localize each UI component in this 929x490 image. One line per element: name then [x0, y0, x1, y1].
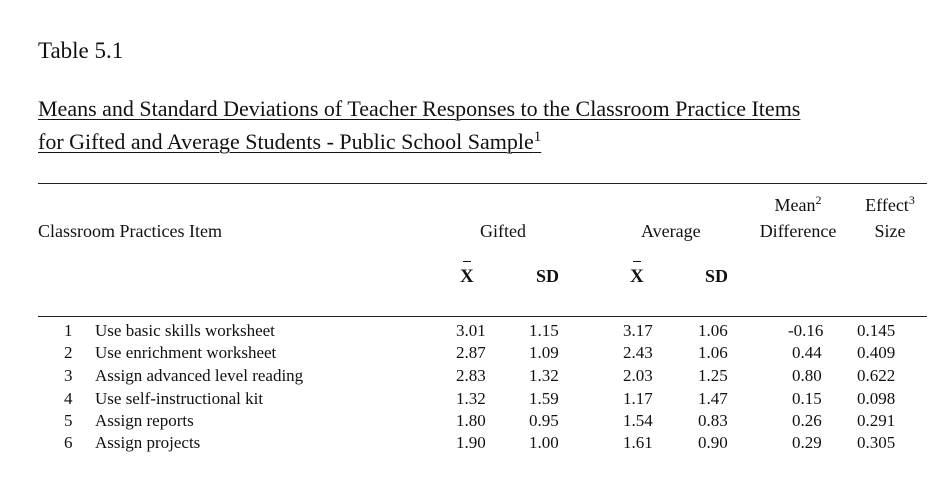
row-gifted-sd: 1.09 — [529, 343, 559, 362]
row-mean-difference: 0.29 — [792, 433, 822, 452]
header-mean-diff-footnote: 2 — [815, 193, 822, 207]
row-number: 1 — [64, 321, 73, 340]
row-effect-size: 0.305 — [857, 433, 896, 452]
row-mean-difference: 0.15 — [792, 389, 822, 408]
row-gifted-mean: 2.87 — [456, 343, 486, 362]
row-average-mean: 2.03 — [623, 366, 653, 385]
row-average-sd: 0.83 — [698, 411, 728, 430]
header-average: Average — [641, 221, 701, 241]
table-label: Table 5.1 — [38, 38, 124, 63]
row-gifted-sd: 1.00 — [529, 433, 559, 452]
row-item: Assign projects — [95, 433, 201, 452]
row-gifted-mean: 3.01 — [456, 321, 486, 340]
x-bar-symbol: X — [630, 261, 644, 287]
row-number: 6 — [64, 433, 73, 452]
table-title-line-1: Means and Standard Deviations of Teacher… — [38, 96, 801, 121]
row-average-mean: 1.54 — [623, 411, 653, 430]
header-gifted: Gifted — [480, 221, 526, 241]
row-number: 5 — [64, 411, 73, 430]
header-average-sd: SD — [705, 266, 729, 286]
row-effect-size: 0.291 — [857, 411, 896, 430]
row-gifted-sd: 1.15 — [529, 321, 559, 340]
row-effect-size: 0.145 — [857, 321, 896, 340]
row-mean-difference: 0.44 — [792, 343, 822, 362]
row-item: Use self-instructional kit — [95, 389, 264, 408]
row-effect-size: 0.098 — [857, 389, 896, 408]
row-gifted-sd: 0.95 — [529, 411, 559, 430]
row-mean-difference: -0.16 — [788, 321, 824, 340]
row-average-sd: 1.25 — [698, 366, 728, 385]
row-item: Assign advanced level reading — [95, 366, 304, 385]
header-gifted-mean: X — [460, 261, 474, 288]
row-gifted-sd: 1.32 — [529, 366, 559, 385]
table-title-line-2-text: for Gifted and Average Students - Public… — [38, 129, 534, 154]
row-number: 3 — [64, 366, 73, 385]
row-gifted-mean: 1.80 — [456, 411, 486, 430]
header-gifted-sd: SD — [536, 266, 560, 286]
row-effect-size: 0.622 — [857, 366, 896, 385]
x-bar-symbol: X — [460, 261, 474, 287]
table-top-rule — [38, 183, 927, 184]
row-gifted-mean: 2.83 — [456, 366, 486, 385]
table-title-footnote: 1 — [533, 129, 542, 145]
header-effect-word: Effect — [865, 195, 909, 215]
table-header-rule — [38, 316, 927, 317]
header-effect-line-1: Effect3 — [852, 193, 928, 216]
row-average-sd: 1.06 — [698, 343, 728, 362]
row-average-mean: 3.17 — [623, 321, 653, 340]
row-average-sd: 1.06 — [698, 321, 728, 340]
header-effect-line-2: Size — [874, 221, 906, 241]
header-mean-diff-line-2: Difference — [759, 221, 837, 241]
row-gifted-mean: 1.32 — [456, 389, 486, 408]
row-average-mean: 1.61 — [623, 433, 653, 452]
row-average-mean: 2.43 — [623, 343, 653, 362]
row-effect-size: 0.409 — [857, 343, 896, 362]
row-mean-difference: 0.26 — [792, 411, 822, 430]
header-item: Classroom Practices Item — [38, 221, 222, 241]
header-mean-diff-line-1: Mean2 — [750, 193, 846, 216]
row-item: Use basic skills worksheet — [95, 321, 275, 340]
row-item: Assign reports — [95, 411, 194, 430]
row-average-sd: 0.90 — [698, 433, 728, 452]
row-gifted-sd: 1.59 — [529, 389, 559, 408]
row-number: 4 — [64, 389, 73, 408]
row-number: 2 — [64, 343, 73, 362]
row-gifted-mean: 1.90 — [456, 433, 486, 452]
header-average-mean: X — [630, 261, 644, 288]
row-average-sd: 1.47 — [698, 389, 728, 408]
row-item: Use enrichment worksheet — [95, 343, 277, 362]
table-title-line-2: for Gifted and Average Students - Public… — [38, 129, 541, 155]
row-mean-difference: 0.80 — [792, 366, 822, 385]
row-average-mean: 1.17 — [623, 389, 653, 408]
truncated-row-fragment: ▔ ▔▔▔ ▔▔▔ ▔▔▔ ▔▔▔ ▔▔▔ ▔▔▔ ▔▔▔▔ — [38, 459, 927, 464]
header-mean-diff-word: Mean — [774, 195, 816, 215]
header-effect-footnote: 3 — [908, 193, 915, 207]
